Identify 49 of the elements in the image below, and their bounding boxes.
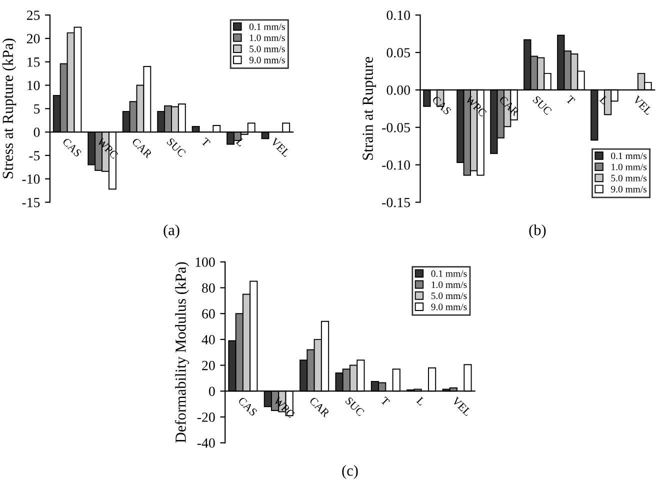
y-axis-title: Deformability Modulus (kPa) [174,262,189,443]
x-tick-label: T [380,396,390,406]
y-tick-label: -20 [197,412,215,422]
y-axis-title: Stress at Rupture (kPa) [2,38,16,178]
legend-label: 1.0 mm/s [432,281,467,288]
legend-label: 1.0 mm/s [250,34,285,42]
x-tick-label: CAS [62,137,82,158]
y-tick-label: -0.10 [382,160,410,170]
x-tick-label: L [416,396,426,406]
y-tick-label: -0.05 [382,122,410,132]
y-tick-label: 100 [196,257,215,267]
x-tick-label: T [200,137,211,148]
y-tick-label: -0.15 [382,198,410,208]
y-tick-label: 20 [26,34,40,44]
y-tick-label: 0.00 [386,86,410,95]
x-tick-label: SUC [166,138,186,158]
y-tick-label: 80 [202,283,215,293]
y-tick-label: 60 [202,309,215,319]
text: (a) [164,224,180,238]
y-tick-label: -40 [197,438,215,448]
y-tick-label: -15 [22,198,40,208]
legend-label: 0.1 mm/s [431,270,467,277]
legend-label: 0.1 mm/s [611,152,647,160]
legend-label: 0.1 mm/s [249,23,285,30]
x-tick-label: CAS [238,396,258,416]
y-tick-label: -5 [29,151,40,160]
legend-label: 5.0 mm/s [431,292,467,300]
legend-label: 9.0 mm/s [249,56,285,64]
y-tick-label: 0.10 [386,10,410,20]
y-tick-label: 15 [28,57,40,67]
y-tick-label: 25 [26,10,40,20]
y-tick-label: 5 [34,104,40,114]
y-tick-label: 40 [202,335,215,344]
y-tick-label: 0 [208,386,215,396]
y-axis-title: Strain at Rupture [362,56,376,160]
text: (c) [342,465,358,479]
legend-label: 9.0 mm/s [611,186,647,193]
y-tick-label: 0.05 [386,48,410,58]
y-tick-label: 0 [34,128,40,137]
y-tick-label: -10 [22,174,40,184]
y-tick-label: 20 [202,360,215,370]
legend-label: 1.0 mm/s [612,164,647,170]
text: (b) [529,224,546,238]
legend-label: 5.0 mm/s [250,46,285,52]
legend-label: 9.0 mm/s [431,304,467,310]
legend-label: 5.0 mm/s [611,174,647,182]
x-tick-label: SUC [344,396,365,416]
y-tick-label: 10 [28,80,40,90]
x-tick-label: T [566,95,576,105]
